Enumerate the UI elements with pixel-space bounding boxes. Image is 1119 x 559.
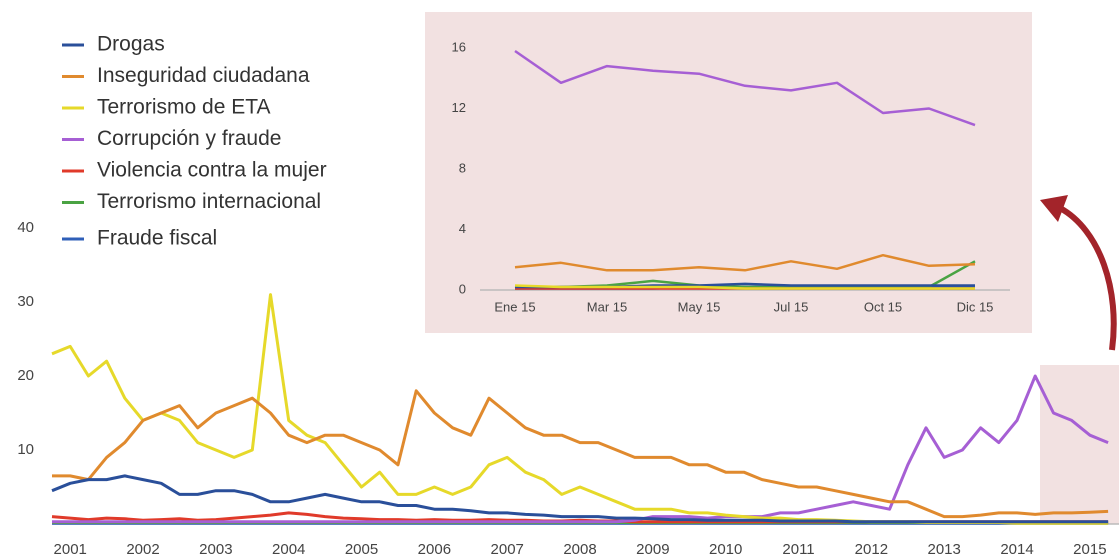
x-tick-label: 2002 (126, 541, 159, 558)
arrow (1058, 205, 1117, 351)
zoom-region (1040, 365, 1119, 524)
y-tick-label: 8 (459, 160, 466, 175)
x-tick-label: 2006 (418, 541, 451, 558)
series-line (514, 49, 976, 127)
x-tick-label: 2011 (782, 541, 814, 558)
y-tick-label: 4 (459, 221, 466, 236)
series-line (51, 474, 1109, 524)
y-tick-label: 10 (17, 441, 34, 458)
series-line (514, 284, 975, 290)
inset-panel (425, 12, 1032, 333)
arrow-head (1040, 195, 1068, 222)
series-line (514, 253, 976, 272)
y-tick-label: 30 (17, 293, 34, 310)
legend-label: Drogas (97, 33, 165, 56)
legend-label: Fraude fiscal (97, 227, 217, 250)
series-line (52, 389, 1109, 519)
x-tick-label: Ene 15 (494, 299, 535, 314)
y-tick-label: 16 (452, 39, 466, 54)
x-tick-label: Oct 15 (864, 299, 902, 314)
x-tick-label: Jul 15 (774, 299, 809, 314)
x-tick-label: 2014 (1000, 541, 1033, 558)
x-tick-label: 2003 (199, 541, 232, 558)
x-tick-label: 2001 (54, 541, 87, 558)
x-tick-label: 2013 (928, 541, 961, 558)
y-tick-label: 12 (452, 100, 466, 115)
x-tick-label: 2004 (272, 541, 305, 558)
x-tick-label: 2008 (563, 541, 596, 558)
x-tick-label: May 15 (678, 299, 721, 314)
x-tick-label: 2005 (345, 541, 378, 558)
x-tick-label: 2012 (855, 541, 888, 558)
x-tick-label: 2007 (491, 541, 524, 558)
y-tick-label: 40 (17, 219, 34, 236)
legend-label: Inseguridad ciudadana (97, 64, 310, 87)
x-tick-label: 2009 (636, 541, 669, 558)
legend-label: Terrorismo internacional (97, 190, 321, 213)
legend-label: Violencia contra la mujer (97, 159, 327, 182)
legend-label: Terrorismo de ETA (97, 96, 271, 119)
series-line (52, 374, 1109, 524)
x-tick-label: 2015 (1073, 541, 1106, 558)
legend-label: Corrupción y fraude (97, 127, 281, 150)
y-tick-label: 0 (459, 281, 466, 296)
x-tick-label: 2010 (709, 541, 742, 558)
y-tick-label: 20 (17, 367, 34, 384)
x-tick-label: Mar 15 (587, 299, 627, 314)
x-tick-label: Dic 15 (957, 299, 994, 314)
